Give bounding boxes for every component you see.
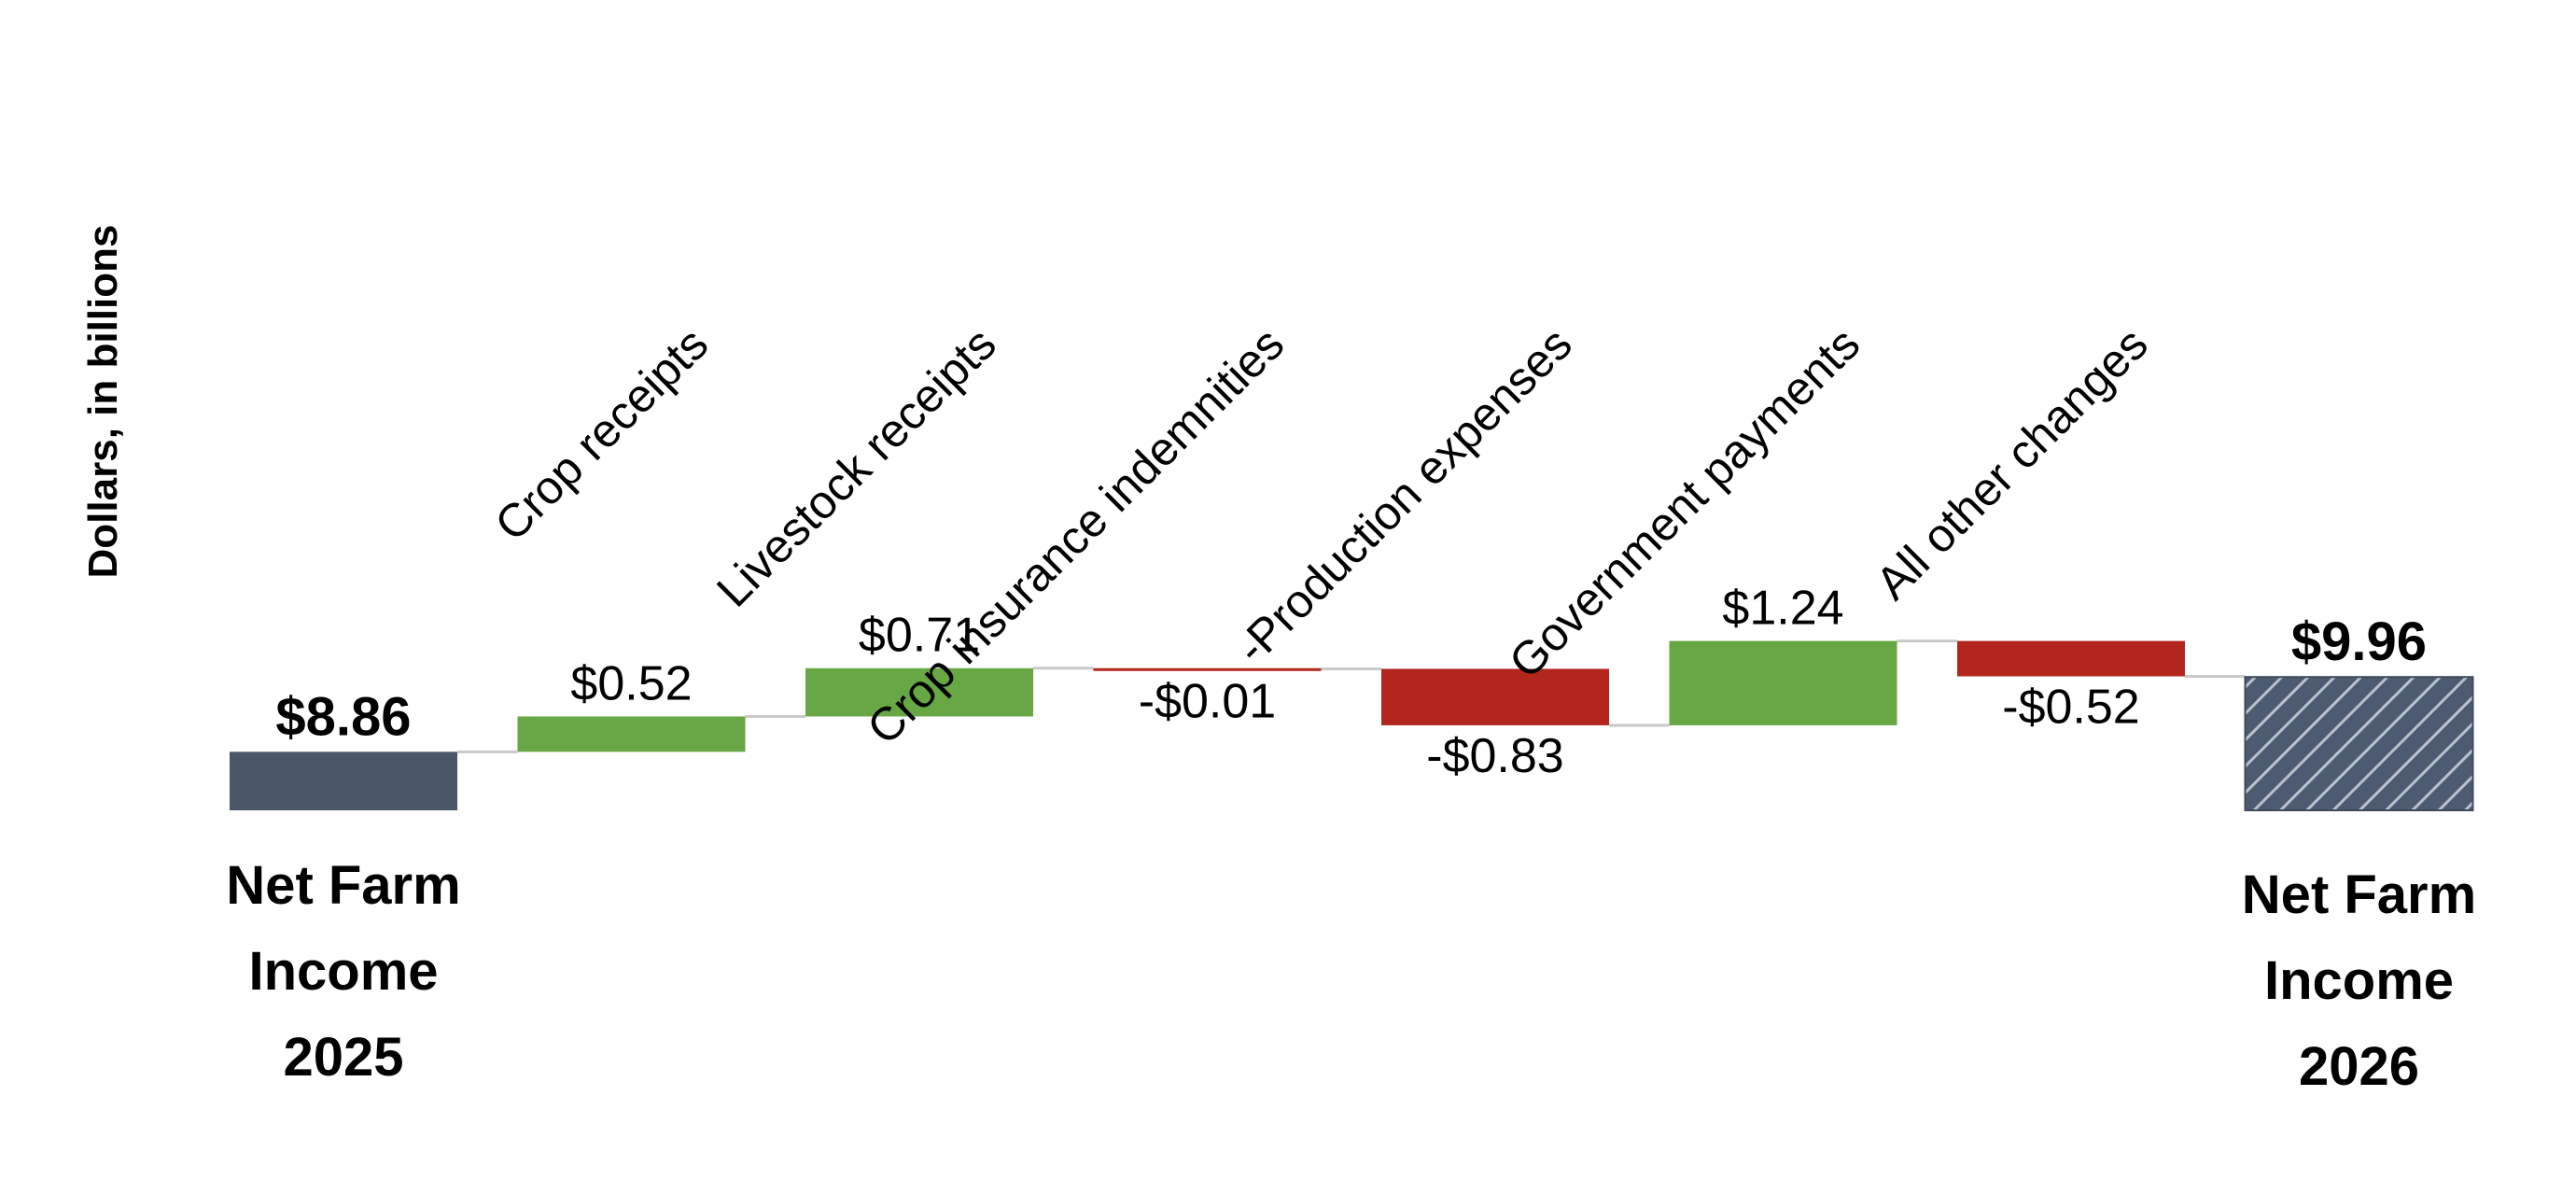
category-label-livestock-receipts: Livestock receipts <box>707 317 1006 617</box>
category-label-line: Income <box>2264 950 2454 1011</box>
category-label-crop-receipts: Crop receipts <box>484 317 718 551</box>
bars-group <box>230 640 2474 811</box>
connector-lines <box>457 639 2246 753</box>
category-label-net-farm-income-2025: Net Farm Income 2025 <box>226 855 460 1088</box>
value-label-production-expenses: -$0.83 <box>1426 729 1563 783</box>
bar-all-other-changes <box>1957 640 2185 677</box>
bar-crop-insurance-indemnities <box>1093 667 1322 671</box>
labels-group: $8.86 Net Farm Income 2025 $0.52 Crop receipt… <box>226 317 2476 1097</box>
bar-production-expenses <box>1381 668 1609 725</box>
value-label-net-farm-income-2025: $8.86 <box>275 686 411 747</box>
bar-crop-receipts <box>517 716 746 752</box>
value-label-government-payments: $1.24 <box>1722 582 1843 636</box>
category-label-line: Net Farm <box>226 855 460 916</box>
value-label-net-farm-income-2026: $9.96 <box>2291 611 2427 672</box>
value-label-livestock-receipts: $0.71 <box>859 609 980 663</box>
value-label-crop-insurance-indemnities: -$0.01 <box>1139 675 1276 729</box>
value-label-all-other-changes: -$0.52 <box>2002 680 2139 734</box>
category-label-line: Income <box>248 941 438 1002</box>
value-label-crop-receipts: $0.52 <box>570 656 692 710</box>
category-label-line: Net Farm <box>2242 864 2476 925</box>
category-label-net-farm-income-2026: Net Farm Income 2026 <box>2242 864 2476 1097</box>
bar-net-farm-income-2026 <box>2244 676 2474 811</box>
category-label-production-expenses: -Production expenses <box>1225 317 1582 674</box>
category-label-line: 2026 <box>2299 1036 2419 1097</box>
category-label-line: 2025 <box>283 1027 403 1088</box>
bar-livestock-receipts <box>805 667 1033 717</box>
bar-net-farm-income-2025 <box>230 752 457 810</box>
y-axis-label: Dollars, in billions <box>80 225 126 579</box>
category-label-all-other-changes: All other changes <box>1866 317 2158 610</box>
bar-government-payments <box>1669 640 1897 725</box>
